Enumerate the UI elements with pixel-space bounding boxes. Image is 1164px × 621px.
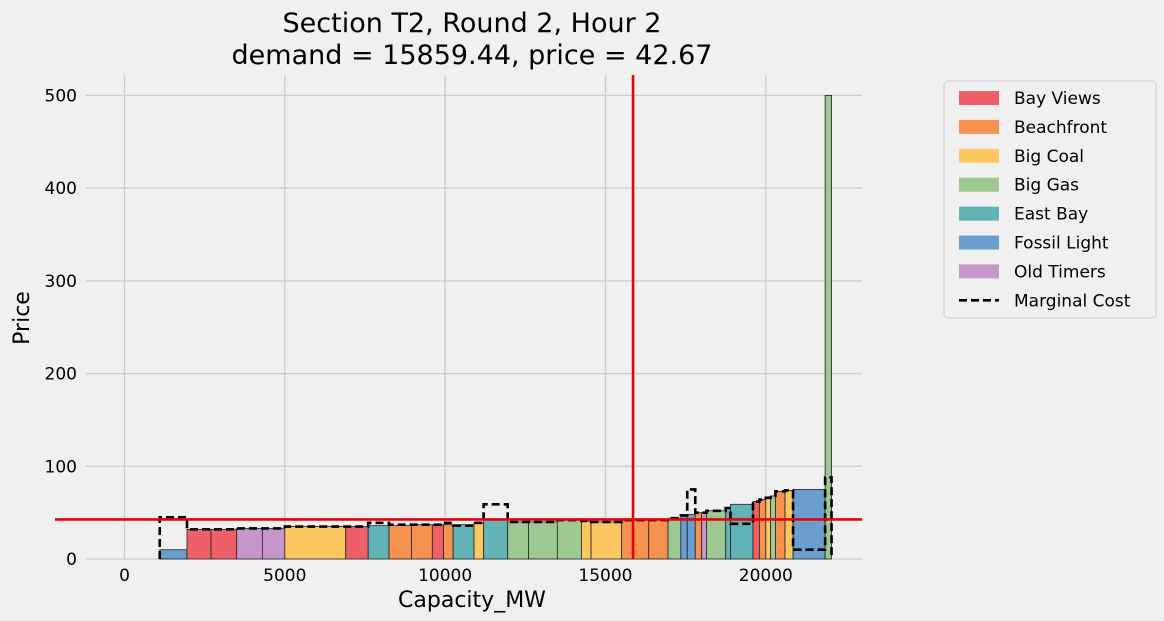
x-tick-label: 10000: [418, 566, 472, 586]
bar: [411, 524, 433, 560]
bar: [284, 526, 347, 560]
bar: [648, 519, 669, 560]
legend-label: Big Coal: [1014, 147, 1084, 167]
x-tick-label: 15000: [578, 566, 632, 586]
legend-label: Old Timers: [1014, 262, 1106, 282]
y-tick-label: 200: [45, 365, 77, 385]
marginal-cost-line: [158, 476, 833, 559]
bar: [765, 497, 772, 560]
marginal-cost-group: [158, 476, 833, 559]
bar: [186, 528, 212, 560]
bar: [770, 495, 776, 560]
bar: [261, 528, 286, 560]
bar: [706, 510, 727, 560]
bar: [159, 549, 188, 560]
bar: [236, 528, 263, 560]
bar: [431, 524, 444, 560]
bar: [507, 521, 529, 560]
bar: [367, 525, 390, 560]
legend-label: Fossil Light: [1014, 234, 1109, 254]
bar: [388, 525, 412, 560]
y-tick-label: 0: [66, 550, 77, 570]
bar: [443, 524, 454, 560]
x-axis-label: Capacity_MW: [398, 588, 546, 613]
x-tick-label: 0: [119, 566, 130, 586]
y-tick-label: 100: [45, 457, 77, 477]
bar: [667, 517, 682, 560]
bar: [345, 526, 369, 560]
bar: [730, 503, 754, 560]
y-tick-label: 500: [45, 86, 77, 106]
bar: [590, 521, 622, 560]
bar: [792, 489, 826, 560]
y-axis-label: Price: [10, 291, 35, 345]
x-tick-label: 5000: [263, 566, 306, 586]
legend-label: East Bay: [1014, 205, 1088, 225]
chart-title-line2: demand = 15859.44, price = 42.67: [232, 40, 713, 71]
x-tick-label: 20000: [739, 566, 793, 586]
legend-swatch: [959, 235, 999, 250]
legend-swatch: [959, 206, 999, 221]
plot-background: [86, 75, 862, 559]
legend: Bay Views Beachfront Big Coal Big Gas East B…: [943, 80, 1157, 319]
bar: [556, 519, 582, 560]
chart-title-line1: Section T2, Round 2, Hour 2: [283, 8, 662, 39]
legend-label: Bay Views: [1014, 89, 1101, 109]
bar: [473, 522, 485, 560]
legend-label: Marginal Cost: [1014, 291, 1131, 311]
legend-label: Beachfront: [1014, 118, 1107, 138]
bar: [528, 521, 558, 560]
y-tick-label: 400: [45, 179, 77, 199]
bar: [621, 519, 650, 560]
legend-swatch: [959, 177, 999, 192]
bar: [483, 519, 509, 560]
legend-swatch: [959, 264, 999, 279]
bar: [210, 528, 238, 560]
legend-swatch: [959, 148, 999, 163]
bar: [581, 520, 592, 560]
bar: [824, 94, 832, 560]
legend-swatch: [959, 119, 999, 134]
bar: [758, 499, 767, 560]
y-tick-label: 300: [45, 272, 77, 292]
bar: [452, 524, 475, 560]
bar: [775, 490, 786, 560]
bar: [680, 515, 688, 560]
bar: [686, 514, 696, 560]
bar: [784, 489, 794, 560]
legend-swatch: [959, 91, 999, 105]
bars: [159, 94, 832, 560]
legend-frame: [943, 80, 1157, 319]
demand-price-lines: [55, 75, 862, 559]
legend-label: Big Gas: [1014, 176, 1079, 196]
tick-labels: 0 5000 10000 15000 20000 0 100 200 300 400 500: [45, 86, 793, 586]
